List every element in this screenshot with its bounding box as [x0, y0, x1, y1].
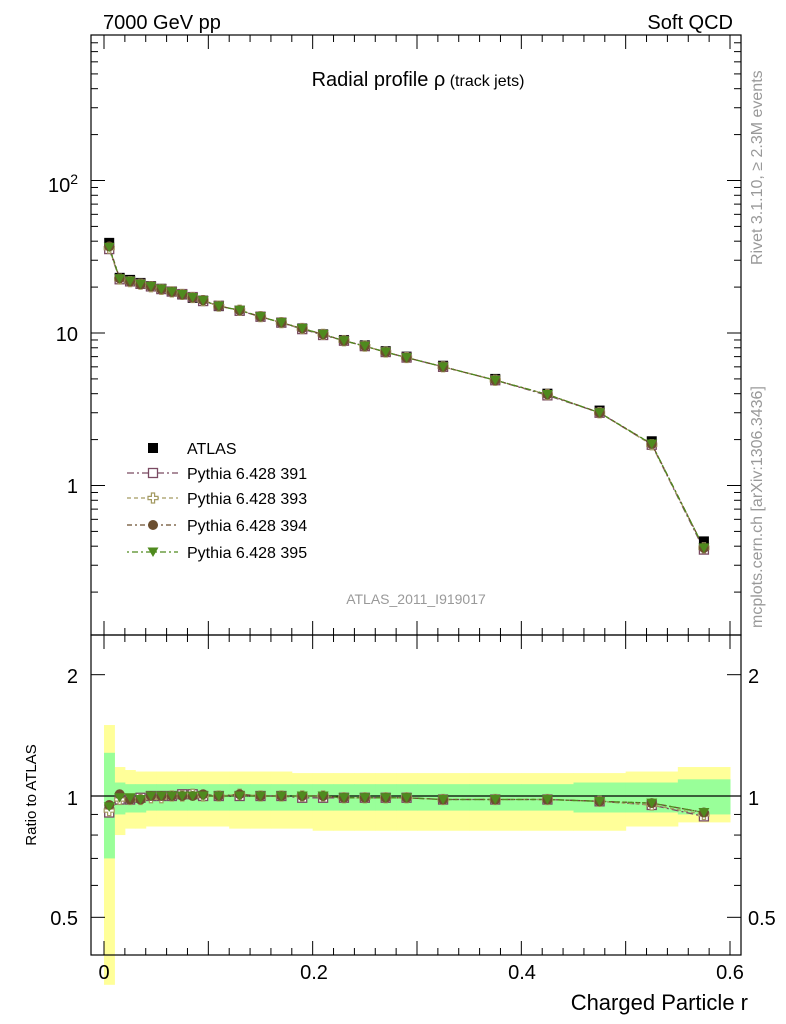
- xtick-label-0.6: 0.6: [716, 962, 744, 984]
- main-point-p395: [213, 301, 225, 312]
- main-point-p395: [359, 341, 371, 352]
- ratio-tick-label-2: 2: [67, 666, 78, 688]
- ratio-point-p395: [187, 791, 199, 801]
- main-point-p395: [135, 279, 147, 290]
- main-point-p395: [166, 287, 178, 297]
- x-axis-label: Charged Particle r: [571, 990, 748, 1015]
- ratio-tick-label-0.5-right: 0.5: [748, 908, 776, 930]
- main-point-p395: [124, 276, 136, 287]
- main-point-p395: [103, 242, 115, 253]
- ratio-tick-label-0.5: 0.5: [50, 908, 78, 930]
- ratio-point-p395: [145, 791, 157, 801]
- ratio-point-p395: [317, 791, 329, 801]
- ratio-series-markers: [103, 788, 710, 822]
- ratio-tick-label-1: 1: [67, 788, 78, 810]
- main-series-markers: [103, 237, 710, 555]
- ratio-point-p395: [103, 802, 115, 812]
- ratio-point-p395: [114, 793, 126, 803]
- main-point-p395: [155, 284, 167, 295]
- xtick-label-0: 0: [98, 962, 109, 984]
- main-point-p395: [145, 281, 157, 292]
- ratio-point-p395: [166, 791, 178, 801]
- main-point-p395: [594, 408, 606, 418]
- ratio-point-p395: [380, 793, 392, 803]
- main-point-p395: [255, 312, 266, 322]
- ratio-point-p395: [275, 791, 287, 801]
- main-point-p395: [114, 274, 126, 284]
- chart-title: Radial profile ρ (track jets): [312, 69, 525, 91]
- ratio-point-p395: [437, 795, 449, 805]
- legend-marker-atlas: [148, 443, 158, 453]
- ratio-point-p395: [594, 796, 606, 807]
- legend-marker-p394: [148, 520, 158, 530]
- ratio-point-p395: [489, 795, 501, 805]
- ratio-tick-label-1-right: 1: [748, 788, 759, 810]
- header-left: 7000 GeV pp: [103, 12, 221, 34]
- ratio-point-p395: [213, 791, 225, 801]
- legend: ATLAS Pythia 6.428 391 Pythia 6.428 393 Pyt…: [127, 441, 307, 562]
- ratio-tick-label-2-right: 2: [748, 666, 759, 688]
- ratio-point-p395: [176, 791, 188, 801]
- ratio-point-p395: [197, 791, 209, 801]
- ratio-point-p395: [255, 791, 266, 801]
- ratio-point-p395: [234, 791, 246, 801]
- legend-label-p395: Pythia 6.428 395: [187, 545, 307, 562]
- main-point-p395: [338, 336, 350, 346]
- legend-marker-p395: [147, 547, 159, 557]
- ratio-point-p395: [401, 793, 413, 803]
- main-point-p395: [698, 543, 710, 553]
- ratio-point-p395: [541, 795, 553, 805]
- ratio-point-p395: [296, 791, 308, 801]
- xtick-label-0.4: 0.4: [508, 962, 536, 984]
- main-point-p395: [380, 347, 392, 358]
- ratio-ylabel: Ratio to ATLAS: [23, 744, 40, 845]
- ratio-point-p395: [698, 808, 710, 818]
- main-point-p395: [176, 289, 188, 300]
- ytick-label-100: 102: [48, 171, 78, 197]
- main-point-p395: [401, 353, 413, 363]
- main-point-p395: [437, 362, 449, 372]
- ratio-point-p395: [155, 791, 167, 801]
- ratio-panel-axes: [90, 634, 742, 956]
- legend-label-p393: Pythia 6.428 393: [187, 491, 307, 508]
- legend-label-p394: Pythia 6.428 394: [187, 518, 307, 535]
- legend-marker-p393: [147, 492, 159, 504]
- ytick-label-10: 10: [56, 324, 78, 346]
- main-point-p395: [275, 318, 287, 328]
- xtick-label-0.2: 0.2: [300, 962, 328, 984]
- chart-title-main: Radial profile: [312, 69, 434, 91]
- main-point-p395: [489, 375, 501, 386]
- main-line-p395: [108, 247, 705, 549]
- watermark-label: ATLAS_2011_I919017: [346, 591, 486, 607]
- main-point-p395: [646, 439, 658, 450]
- side-label-mcplots: mcplots.cern.ch [arXiv:1306.3436]: [749, 386, 766, 628]
- main-point-p395: [187, 292, 199, 303]
- ratio-point-p395: [338, 793, 350, 803]
- main-point-p395: [541, 390, 553, 400]
- chart-title-symbol: ρ: [434, 69, 445, 91]
- main-point-p395: [317, 329, 329, 340]
- main-point-p395: [234, 305, 246, 316]
- side-label-rivet: Rivet 3.1.10, ≥ 2.3M events: [749, 70, 766, 265]
- ratio-point-p395: [646, 798, 658, 809]
- main-point-p395: [197, 296, 209, 306]
- ratio-point-p395: [135, 795, 147, 805]
- legend-label-p391: Pythia 6.428 391: [187, 466, 307, 483]
- chart-title-sub: (track jets): [445, 73, 524, 90]
- ratio-frame: [90, 634, 742, 956]
- header-right: Soft QCD: [647, 12, 733, 34]
- main-point-p395: [296, 324, 308, 334]
- ytick-label-1: 1: [67, 476, 78, 498]
- legend-marker-p391: [147, 467, 159, 479]
- ratio-point-p395: [124, 793, 136, 803]
- ratio-point-p395: [359, 793, 371, 803]
- main-point-atlas: [698, 536, 709, 547]
- legend-label-atlas: ATLAS: [187, 441, 237, 458]
